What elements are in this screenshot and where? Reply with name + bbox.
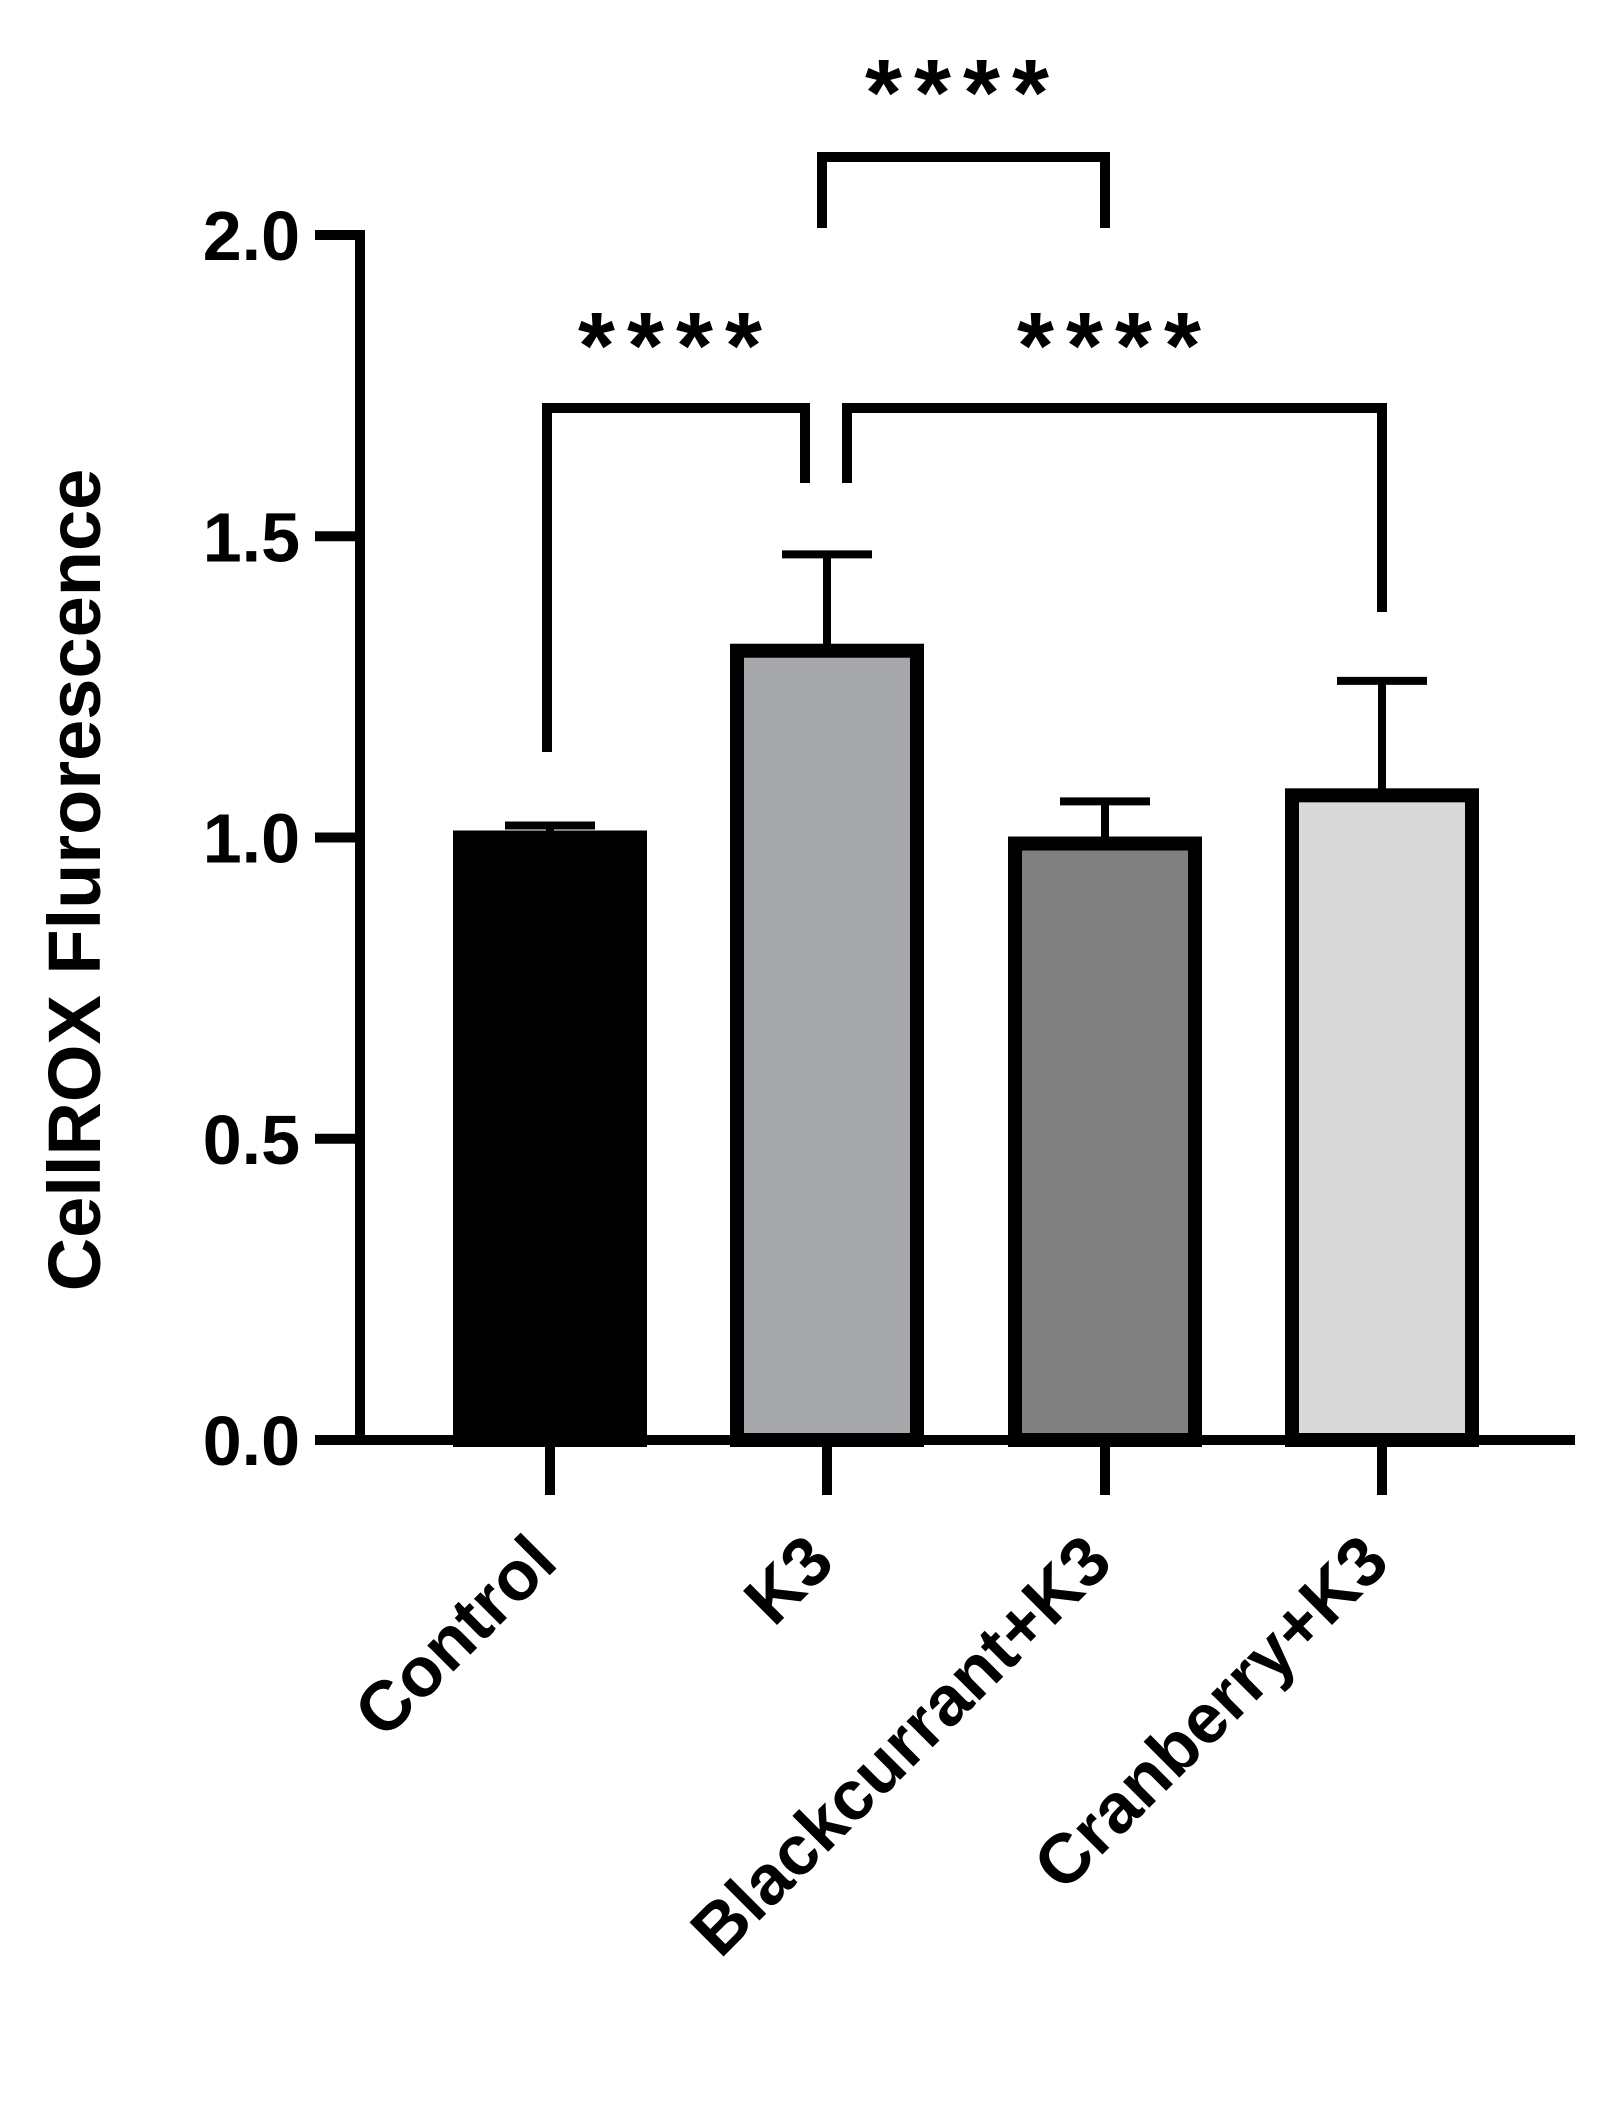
y-tick-label: 0.5: [203, 1101, 300, 1179]
bar: [730, 643, 924, 1447]
y-tick-label: 1.5: [203, 498, 300, 576]
significance-label: ****: [578, 293, 774, 399]
bar: [1285, 788, 1479, 1447]
bar: [453, 830, 647, 1447]
significance-layer: **** **** ****: [542, 40, 1387, 752]
y-tick-label: 1.0: [203, 800, 300, 878]
error-bars-layer: [505, 550, 1427, 844]
significance-bracket: [542, 403, 810, 752]
bars-layer: [453, 643, 1479, 1447]
y-axis-title: CellROX Flurorescence: [33, 469, 116, 1292]
significance-bracket: [817, 152, 1110, 228]
x-tick-label: Control: [340, 1520, 571, 1751]
significance-label: ****: [865, 40, 1061, 146]
y-tick-label: 2.0: [203, 197, 300, 275]
significance-bracket: [842, 403, 1387, 612]
bar: [1008, 836, 1202, 1447]
significance-label: ****: [1017, 293, 1213, 399]
x-tick-label: K3: [729, 1520, 847, 1638]
y-tick-label: 0.0: [203, 1402, 300, 1480]
